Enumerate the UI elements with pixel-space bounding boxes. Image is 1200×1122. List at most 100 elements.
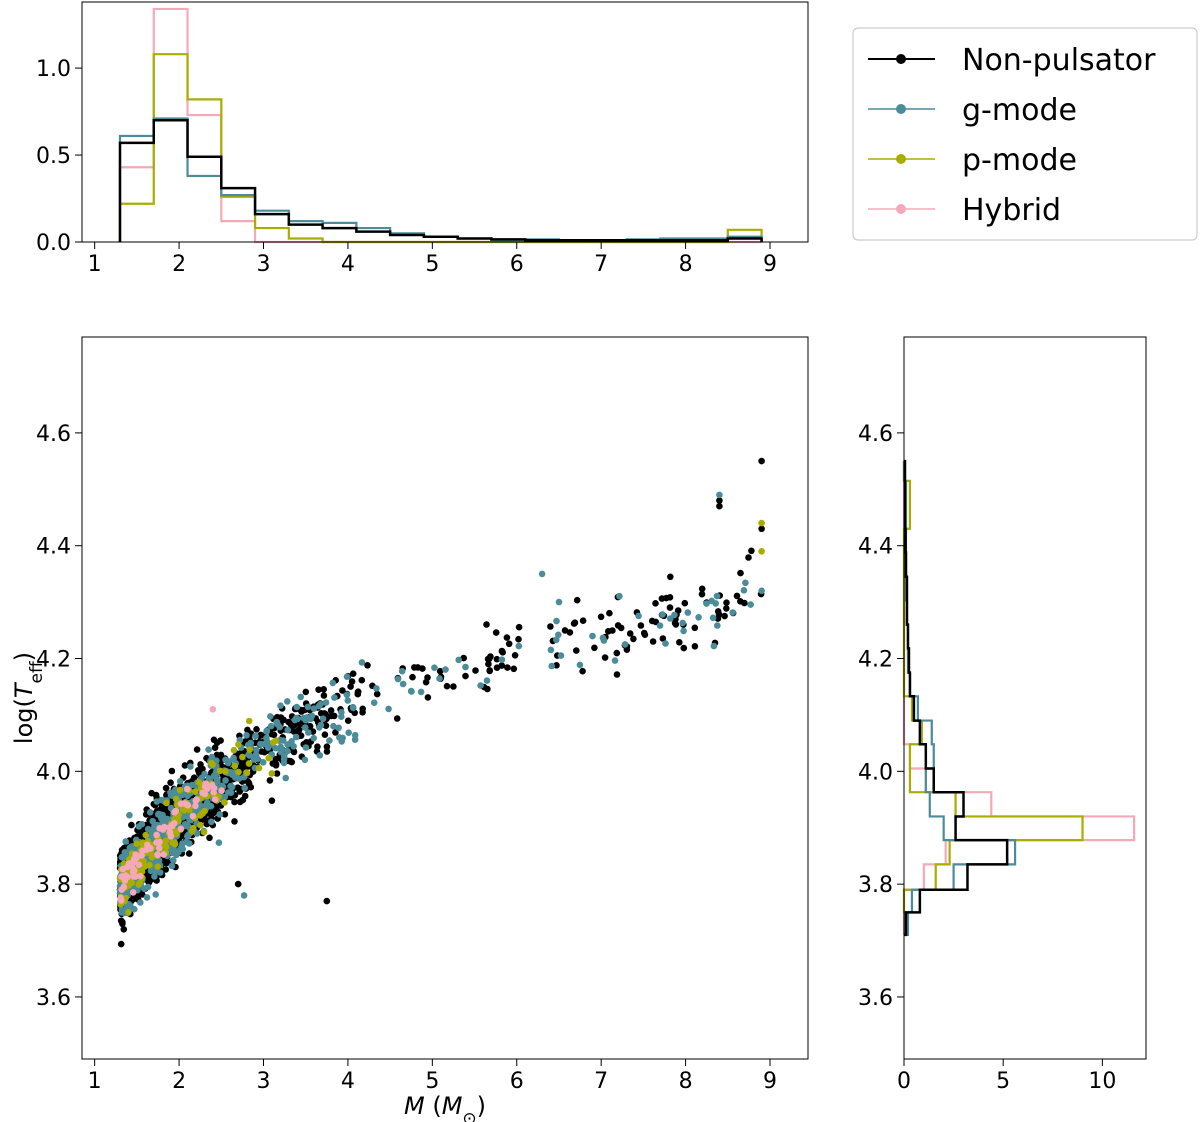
scatter-point-non-pulsator [748, 547, 755, 555]
scatter-point-non-pulsator [715, 611, 723, 618]
scatter-point-non-pulsator [745, 554, 752, 561]
scatter-point-g-mode [227, 789, 235, 796]
scatter-point-non-pulsator [231, 818, 238, 825]
scatter-point-p-mode [133, 840, 140, 847]
scatter-point-g-mode [349, 703, 357, 711]
scatter-point-non-pulsator [758, 457, 765, 465]
scatter-point-p-mode [200, 828, 208, 836]
scatter-point-non-pulsator [667, 573, 674, 581]
scatter-point-non-pulsator [202, 817, 210, 824]
mass-histogram-y-tick-label: 1.0 [36, 57, 71, 82]
scatter-point-hybrid [167, 833, 175, 840]
scatter-point-hybrid [160, 851, 167, 858]
scatter-series-p-mode [116, 519, 765, 916]
scatter-point-g-mode [515, 642, 523, 650]
scatter-point-non-pulsator [323, 897, 331, 905]
scatter-point-g-mode [679, 619, 686, 627]
mass-histogram-hybrid-step [118, 7, 762, 244]
scatter-point-g-mode [178, 843, 186, 850]
scatter-point-p-mode [221, 799, 228, 806]
scatter-point-g-mode [335, 724, 342, 732]
scatter-point-non-pulsator [302, 688, 310, 696]
scatter-point-g-mode [319, 715, 327, 722]
scatter-point-g-mode [684, 609, 692, 616]
scatter-point-non-pulsator [503, 634, 511, 641]
scatter-series-hybrid [117, 706, 225, 904]
scatter-point-non-pulsator [443, 682, 451, 690]
scatter-point-non-pulsator [322, 722, 330, 729]
scatter-point-p-mode [154, 863, 162, 870]
scatter-y-axis: 3.6 3.8 4.0 4.2 4.4 4.6 [36, 422, 82, 1011]
scatter-point-p-mode [190, 824, 197, 832]
scatter-x-tick-label: 9 [763, 1069, 777, 1094]
scatter-point-non-pulsator [268, 797, 276, 804]
scatter-point-non-pulsator [676, 639, 683, 646]
scatter-point-g-mode [305, 729, 312, 736]
scatter-point-p-mode [265, 754, 273, 762]
scatter-point-hybrid [210, 788, 217, 796]
mass-histogram-x-tick-label: 6 [510, 252, 524, 277]
scatter-point-g-mode [557, 652, 565, 659]
scatter-point-non-pulsator [613, 649, 621, 657]
scatter-point-hybrid [168, 822, 176, 829]
scatter-point-g-mode [186, 840, 193, 847]
y-axis-label: log(Teff) [10, 652, 47, 744]
scatter-point-non-pulsator [373, 690, 381, 698]
scatter-point-non-pulsator [160, 857, 167, 864]
legend-g-mode-label: g-mode [962, 93, 1077, 128]
scatter-point-p-mode [230, 746, 238, 754]
scatter-point-g-mode [729, 609, 736, 616]
teff-histogram-y-tick-label: 4.4 [858, 535, 893, 560]
scatter-point-p-mode [146, 861, 153, 869]
scatter-point-p-mode [163, 799, 170, 807]
scatter-point-g-mode [243, 732, 250, 739]
scatter-point-g-mode [553, 617, 560, 625]
scatter-y-tick-label: 4.0 [36, 760, 71, 785]
scatter-frame [81, 336, 809, 1060]
scatter-point-g-mode [246, 752, 253, 759]
mass-histogram-x-tick-label: 2 [172, 252, 186, 277]
scatter-point-non-pulsator [277, 714, 285, 721]
scatter-point-non-pulsator [206, 834, 213, 842]
scatter-point-g-mode [316, 724, 323, 731]
scatter-point-p-mode [243, 769, 250, 776]
scatter-point-non-pulsator [285, 718, 292, 726]
scatter-point-g-mode [331, 694, 338, 701]
scatter-point-non-pulsator [148, 789, 155, 797]
scatter-point-hybrid [156, 838, 163, 846]
scatter-point-non-pulsator [640, 629, 648, 637]
scatter-point-p-mode [197, 812, 204, 819]
scatter-point-g-mode [713, 592, 721, 600]
scatter-point-hybrid [218, 787, 225, 794]
scatter-point-p-mode [245, 717, 253, 725]
mass-histogram-y-tick-label: 0.5 [36, 144, 71, 169]
scatter-point-g-mode [216, 811, 223, 818]
mass-histogram-y-axis: 0.0 0.5 1.0 [36, 57, 82, 256]
scatter-point-non-pulsator [515, 623, 523, 631]
scatter-point-hybrid [153, 831, 160, 839]
scatter-point-g-mode [276, 723, 284, 731]
scatter-point-non-pulsator [758, 525, 765, 533]
scatter-point-g-mode [149, 817, 156, 825]
scatter-point-non-pulsator [270, 731, 278, 739]
scatter-point-non-pulsator [486, 667, 494, 674]
scatter-point-non-pulsator [234, 880, 242, 888]
scatter-point-g-mode [208, 753, 216, 761]
scatter-point-hybrid [128, 861, 136, 869]
scatter-point-g-mode [282, 774, 290, 782]
scatter-point-non-pulsator [573, 596, 581, 604]
scatter-point-non-pulsator [128, 821, 135, 829]
scatter-point-p-mode [169, 839, 176, 846]
teff-histogram-x-tick-label: 0 [897, 1069, 911, 1094]
scatter-point-p-mode [191, 788, 199, 795]
scatter-point-non-pulsator [680, 644, 688, 652]
scatter-point-non-pulsator [185, 850, 193, 857]
scatter-point-non-pulsator [409, 673, 416, 681]
scatter-point-g-mode [695, 614, 702, 621]
scatter-point-non-pulsator [211, 744, 219, 751]
legend-hybrid-label: Hybrid [962, 193, 1061, 228]
teff-histogram-panel: 0 5 10 3.6 3.8 4.0 4.2 4.4 4.6 [858, 336, 1147, 1094]
scatter-point-non-pulsator [591, 644, 598, 652]
scatter-point-hybrid [135, 861, 143, 869]
teff-histogram-x-tick-label: 5 [996, 1069, 1010, 1094]
